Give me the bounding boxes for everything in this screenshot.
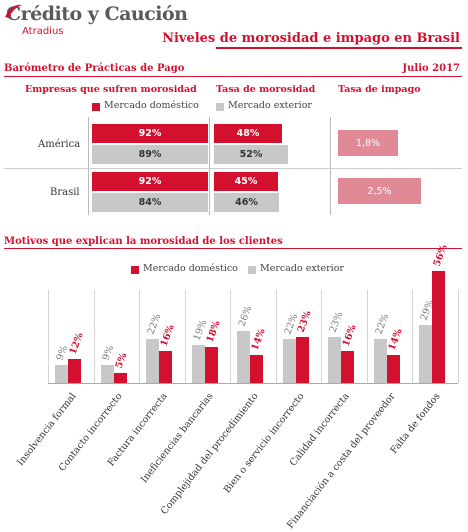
bar-tasa-exterior-1: 46% <box>214 193 279 212</box>
value-label-domestic-4: 14% <box>249 327 268 352</box>
bar-motivo-domestic-0 <box>68 359 81 383</box>
grid-line <box>366 290 368 383</box>
bar-empresas-exterior-0: 89% <box>92 145 208 164</box>
col-header-empresas: Empresas que sufren morosidad <box>25 84 197 95</box>
bar-tasa-domestic-0: 48% <box>214 124 282 143</box>
bar-motivo-domestic-1 <box>113 373 127 383</box>
row-label-brasil: Brasil <box>50 187 80 198</box>
bar-empresas-domestic-1: 92% <box>92 172 208 191</box>
bar-motivo-domestic-5 <box>295 337 309 383</box>
grid-line <box>93 290 95 383</box>
bar-tasa-domestic-1: 45% <box>214 172 278 191</box>
col-header-impago: Tasa de impago <box>338 84 421 95</box>
bar-motivo-exterior-6 <box>328 337 341 383</box>
legend-domestic-swatch <box>92 103 100 111</box>
logo-brand: Crédito y Caución <box>6 3 188 25</box>
grid-line <box>412 290 413 383</box>
grid-line <box>275 290 277 383</box>
logo-subtitle: Atradius <box>22 26 64 37</box>
bar-motivo-exterior-5 <box>282 339 296 383</box>
grid-line <box>48 290 49 383</box>
legend2-exterior-label: Mercado exterior <box>260 263 344 274</box>
value-label-domestic-6: 16% <box>340 323 359 348</box>
bar-motivo-domestic-7 <box>386 355 400 383</box>
report-date: Julio 2017 <box>402 63 460 74</box>
grid-line <box>330 117 331 215</box>
legend2-domestic-swatch <box>131 266 139 274</box>
barometer-rule <box>4 76 462 77</box>
bar-motivo-exterior-3 <box>191 345 205 383</box>
grid-line <box>230 290 231 383</box>
value-label-exterior-4: 26% <box>236 304 255 328</box>
value-label-domestic-1: 5% <box>113 351 129 370</box>
bar-motivo-exterior-7 <box>373 339 387 383</box>
bar-impago-1: 2,5% <box>338 178 421 204</box>
bar-impago-0: 1,8% <box>338 130 398 156</box>
value-label-domestic-0: 12% <box>67 331 86 356</box>
row-label-america: América <box>38 139 81 150</box>
value-label-domestic-5: 23% <box>295 309 314 334</box>
value-label-exterior-7: 22% <box>373 312 391 336</box>
value-label-domestic-2: 16% <box>158 323 177 348</box>
legend2-exterior-swatch <box>248 266 256 274</box>
bar-motivo-domestic-3 <box>204 347 218 383</box>
bar-motivo-exterior-2 <box>146 339 159 383</box>
grid-line <box>139 290 140 383</box>
grid-line <box>321 290 322 383</box>
bar-motivo-exterior-1 <box>100 365 114 383</box>
grid-line <box>88 117 89 215</box>
value-label-exterior-1: 9% <box>100 344 116 362</box>
bar-motivo-domestic-8 <box>432 271 445 383</box>
barometer-title: Barómetro de Prácticas de Pago <box>4 63 185 74</box>
bar-motivo-exterior-8 <box>419 325 432 383</box>
value-label-exterior-6: 23% <box>327 310 346 334</box>
bar-motivo-domestic-4 <box>250 355 263 383</box>
value-label-exterior-2: 22% <box>145 312 164 336</box>
bar-motivo-exterior-0 <box>55 365 68 383</box>
legend-exterior-swatch <box>216 103 224 111</box>
bar-motivo-domestic-2 <box>159 351 172 383</box>
legend-exterior-label: Mercado exterior <box>228 100 312 111</box>
grid-line <box>184 290 186 383</box>
bar-motivo-exterior-4 <box>237 331 250 383</box>
row-divider <box>4 168 462 169</box>
legend-domestic-label: Mercado doméstico <box>104 100 199 111</box>
chart-baseline <box>48 383 458 384</box>
bar-empresas-domestic-0: 92% <box>92 124 208 143</box>
motivos-title: Motivos que explican la morosidad de los… <box>4 236 283 247</box>
title-rule <box>216 47 462 49</box>
bar-tasa-exterior-0: 52% <box>214 145 288 164</box>
legend2-domestic-label: Mercado doméstico <box>143 263 238 274</box>
motivos-rule <box>4 248 462 249</box>
col-header-tasa: Tasa de morosidad <box>216 84 316 95</box>
value-label-domestic-7: 14% <box>386 327 405 352</box>
grid-line <box>457 290 459 383</box>
logo-swoosh-icon <box>5 4 22 18</box>
page-title: Niveles de morosidad e impago en Brasil <box>162 31 460 46</box>
grid-line <box>209 117 210 215</box>
bar-motivo-domestic-6 <box>341 351 354 383</box>
bar-empresas-exterior-1: 84% <box>92 193 208 212</box>
